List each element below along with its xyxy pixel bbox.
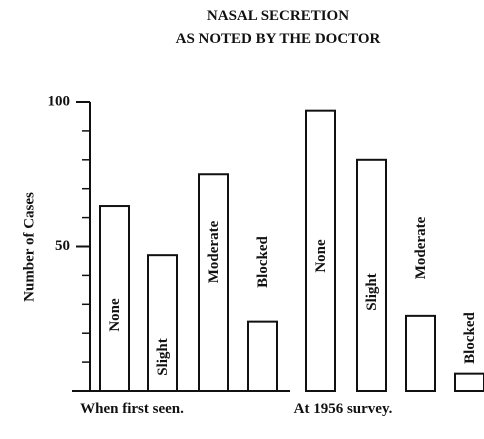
bar: [147, 254, 178, 392]
bar-label: None: [313, 239, 329, 273]
bar-label: Blocked: [255, 236, 271, 288]
bar-label: Blocked: [462, 312, 478, 364]
bar: [405, 314, 436, 392]
bar: [305, 109, 336, 392]
y-tick-label: 100: [48, 93, 71, 109]
bar-label: Moderate: [206, 220, 222, 283]
bar-label: Slight: [155, 338, 171, 376]
y-tick-label: 50: [55, 238, 70, 254]
bar: [198, 173, 229, 392]
bar-label: Moderate: [413, 216, 429, 279]
x-category-label: When first seen.: [80, 401, 184, 417]
bar-label: None: [107, 298, 123, 332]
bar: [356, 158, 387, 392]
bar: [454, 372, 484, 393]
chart-title: NASAL SECRETION: [207, 8, 349, 24]
bar: [99, 205, 130, 392]
x-category-label: At 1956 survey.: [293, 401, 393, 417]
y-axis-label: Number of Cases: [21, 192, 37, 302]
chart-title: AS NOTED BY THE DOCTOR: [176, 31, 381, 47]
bar: [247, 320, 278, 393]
bar-label: Slight: [364, 273, 380, 311]
